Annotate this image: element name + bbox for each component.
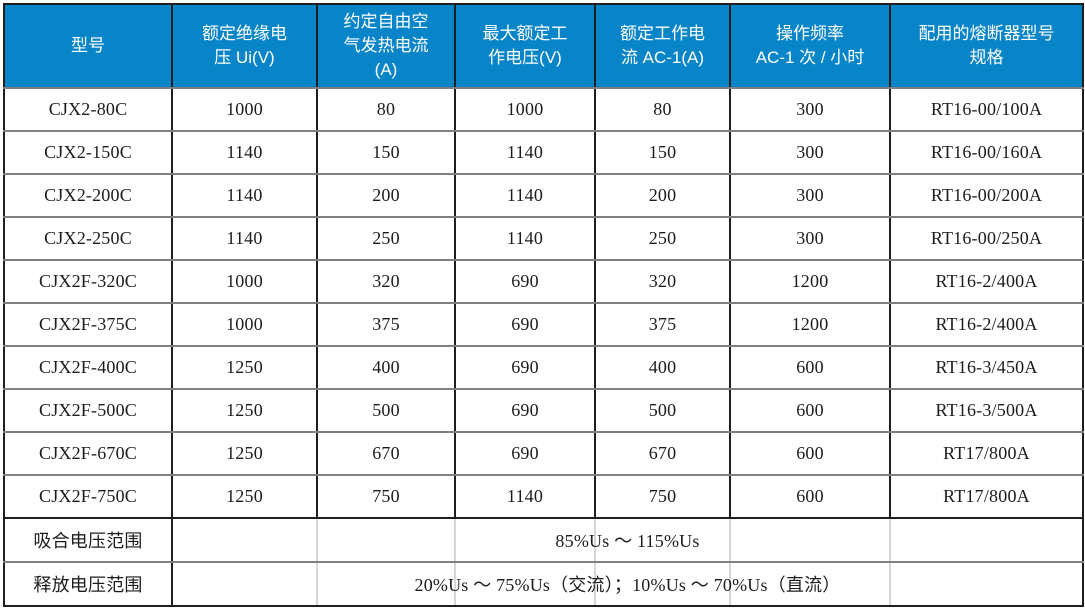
table-row: CJX2F-400C 1250 400 690 400 600 RT16-3/450A [3, 345, 1084, 390]
value-cell: 200 [594, 173, 731, 218]
value-cell: 1140 [454, 173, 596, 218]
model-cell: CJX2F-320C [3, 259, 173, 304]
value-cell: 1250 [171, 431, 318, 476]
footer-row-release-voltage: 释放电压范围 20%Us ～ 75%Us（交流）；10%Us ～ 70%Us（直… [3, 561, 1084, 607]
value-cell: 1140 [171, 130, 318, 175]
value-cell: 600 [729, 345, 891, 390]
value-cell: 500 [316, 388, 456, 433]
value-cell: 1250 [171, 474, 318, 519]
value-cell: 400 [316, 345, 456, 390]
value-cell: RT17/800A [889, 474, 1084, 519]
value-cell: 150 [316, 130, 456, 175]
table-header: 型号 额定绝缘电 压 Ui(V) 约定自由空 气发热电流 (A) 最大额定工 作… [3, 3, 1084, 89]
value-cell: 250 [594, 216, 731, 261]
value-cell: 200 [316, 173, 456, 218]
column-header-insulation-voltage: 额定绝缘电 压 Ui(V) [171, 3, 318, 89]
header-row: 型号 额定绝缘电 压 Ui(V) 约定自由空 气发热电流 (A) 最大额定工 作… [3, 3, 1084, 89]
value-cell: 1000 [454, 87, 596, 132]
value-cell: 375 [594, 302, 731, 347]
value-cell: 300 [729, 216, 891, 261]
value-cell: 320 [316, 259, 456, 304]
pickup-voltage-range-value: 85%Us ～ 115%Us [171, 517, 1084, 563]
value-cell: 1200 [729, 302, 891, 347]
release-voltage-range-label: 释放电压范围 [3, 561, 173, 607]
value-cell: 670 [594, 431, 731, 476]
value-cell: 1250 [171, 345, 318, 390]
value-cell: 690 [454, 388, 596, 433]
value-cell: 750 [594, 474, 731, 519]
model-cell: CJX2F-750C [3, 474, 173, 519]
value-cell: 80 [594, 87, 731, 132]
value-cell: 690 [454, 302, 596, 347]
value-cell: 1000 [171, 302, 318, 347]
table-row: CJX2-200C 1140 200 1140 200 300 RT16-00/200A [3, 173, 1084, 218]
column-header-max-operating-voltage: 最大额定工 作电压(V) [454, 3, 596, 89]
value-cell: 600 [729, 431, 891, 476]
contactor-spec-table: 型号 额定绝缘电 压 Ui(V) 约定自由空 气发热电流 (A) 最大额定工 作… [3, 3, 1084, 607]
column-header-thermal-current: 约定自由空 气发热电流 (A) [316, 3, 456, 89]
value-cell: 1140 [171, 173, 318, 218]
table-row: CJX2-150C 1140 150 1140 150 300 RT16-00/160A [3, 130, 1084, 175]
value-cell: RT17/800A [889, 431, 1084, 476]
table-row: CJX2-250C 1140 250 1140 250 300 RT16-00/250A [3, 216, 1084, 261]
value-cell: 1250 [171, 388, 318, 433]
column-header-model: 型号 [3, 3, 173, 89]
value-cell: RT16-3/450A [889, 345, 1084, 390]
model-cell: CJX2-80C [3, 87, 173, 132]
value-cell: RT16-00/250A [889, 216, 1084, 261]
value-cell: 300 [729, 87, 891, 132]
value-cell: 690 [454, 259, 596, 304]
table-body: CJX2-80C 1000 80 1000 80 300 RT16-00/100A CJX2-… [3, 87, 1084, 519]
release-voltage-range-value: 20%Us ～ 75%Us（交流）；10%Us ～ 70%Us（直流） [171, 561, 1084, 607]
value-cell: 1000 [171, 259, 318, 304]
value-cell: 600 [729, 388, 891, 433]
value-cell: 1000 [171, 87, 318, 132]
value-cell: 1200 [729, 259, 891, 304]
model-cell: CJX2F-670C [3, 431, 173, 476]
model-cell: CJX2F-375C [3, 302, 173, 347]
value-cell: 670 [316, 431, 456, 476]
table-row: CJX2F-320C 1000 320 690 320 1200 RT16-2/400A [3, 259, 1084, 304]
value-cell: 750 [316, 474, 456, 519]
value-cell: 250 [316, 216, 456, 261]
table-row: CJX2F-670C 1250 670 690 670 600 RT17/800A [3, 431, 1084, 476]
footer-row-pickup-voltage: 吸合电压范围 85%Us ～ 115%Us [3, 517, 1084, 563]
value-cell: 300 [729, 130, 891, 175]
table-row: CJX2F-750C 1250 750 1140 750 600 RT17/800A [3, 474, 1084, 519]
table-row: CJX2F-375C 1000 375 690 375 1200 RT16-2/400A [3, 302, 1084, 347]
model-cell: CJX2F-500C [3, 388, 173, 433]
table-row: CJX2-80C 1000 80 1000 80 300 RT16-00/100A [3, 87, 1084, 132]
value-cell: RT16-00/160A [889, 130, 1084, 175]
value-cell: 600 [729, 474, 891, 519]
value-cell: 690 [454, 431, 596, 476]
model-cell: CJX2-150C [3, 130, 173, 175]
value-cell: 375 [316, 302, 456, 347]
value-cell: 400 [594, 345, 731, 390]
value-cell: 1140 [454, 474, 596, 519]
value-cell: RT16-3/500A [889, 388, 1084, 433]
value-cell: 1140 [454, 216, 596, 261]
value-cell: 320 [594, 259, 731, 304]
value-cell: RT16-00/200A [889, 173, 1084, 218]
model-cell: CJX2F-400C [3, 345, 173, 390]
value-cell: 690 [454, 345, 596, 390]
column-header-operating-current: 额定工作电 流 AC-1(A) [594, 3, 731, 89]
column-header-fuse-spec: 配用的熔断器型号 规格 [889, 3, 1084, 89]
value-cell: RT16-2/400A [889, 259, 1084, 304]
value-cell: RT16-2/400A [889, 302, 1084, 347]
table-row: CJX2F-500C 1250 500 690 500 600 RT16-3/500A [3, 388, 1084, 433]
model-cell: CJX2-200C [3, 173, 173, 218]
value-cell: RT16-00/100A [889, 87, 1084, 132]
value-cell: 300 [729, 173, 891, 218]
pickup-voltage-range-label: 吸合电压范围 [3, 517, 173, 563]
value-cell: 80 [316, 87, 456, 132]
value-cell: 1140 [171, 216, 318, 261]
column-header-operating-frequency: 操作频率 AC-1 次 / 小时 [729, 3, 891, 89]
value-cell: 1140 [454, 130, 596, 175]
model-cell: CJX2-250C [3, 216, 173, 261]
table-footer: 吸合电压范围 85%Us ～ 115%Us 释放电压范围 20%Us ～ 75%… [3, 517, 1084, 607]
value-cell: 500 [594, 388, 731, 433]
value-cell: 150 [594, 130, 731, 175]
